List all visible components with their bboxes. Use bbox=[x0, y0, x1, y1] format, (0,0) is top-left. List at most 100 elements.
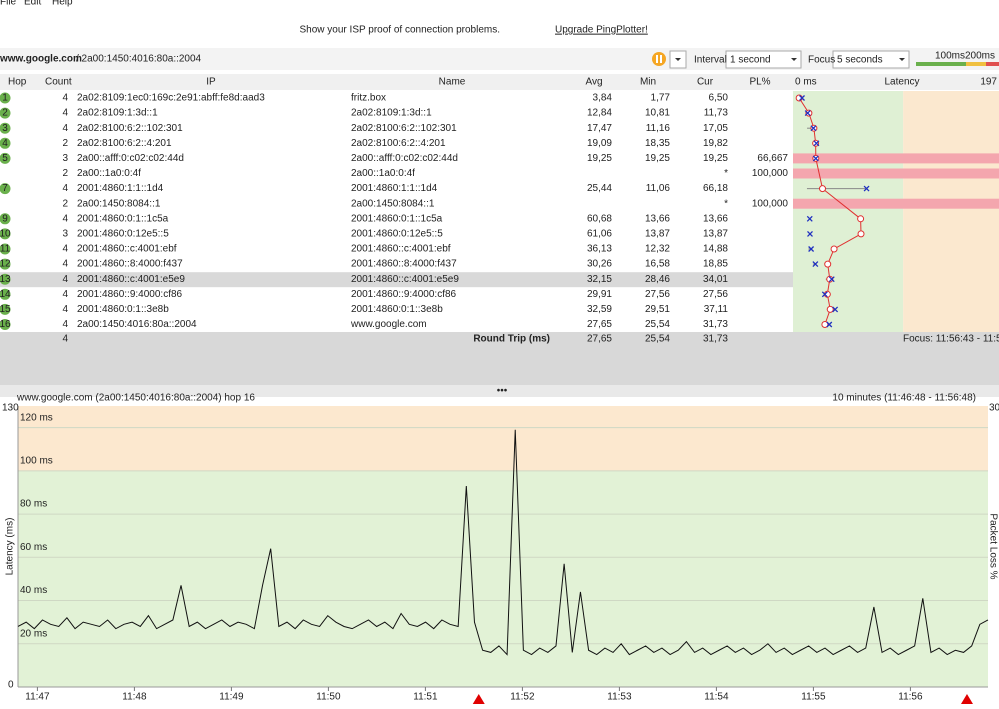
x-tick-label: 11:55 bbox=[801, 692, 826, 703]
hop: 1 bbox=[2, 93, 8, 104]
latency-line bbox=[17, 429, 989, 656]
count: 4 bbox=[62, 304, 68, 315]
hop: 9 bbox=[2, 213, 8, 224]
cur-marker bbox=[863, 185, 870, 192]
cur-marker bbox=[807, 230, 813, 237]
x-tick-label: 11:53 bbox=[607, 692, 632, 703]
count: 4 bbox=[62, 123, 68, 134]
column-header: Name bbox=[439, 77, 466, 88]
ip: 2a00::1a0:0:4f bbox=[77, 168, 141, 179]
cur: 31,73 bbox=[703, 319, 728, 330]
hop: 16 bbox=[0, 319, 11, 330]
column-header: Latency bbox=[884, 77, 919, 88]
hop: 4 bbox=[2, 138, 8, 149]
count: 4 bbox=[62, 289, 68, 300]
column-header: Cur bbox=[697, 77, 714, 88]
graph-title: www.google.com (2a00:1450:4016:80a::2004… bbox=[16, 393, 255, 404]
x-tick-label: 11:47 bbox=[25, 692, 50, 703]
ip: 2a00::afff:0:c02:c02:44d bbox=[77, 153, 184, 164]
avg: 19,25 bbox=[587, 153, 612, 164]
y-tick-label: 60 ms bbox=[20, 542, 47, 553]
good-zone bbox=[18, 470, 988, 687]
min: 29,51 bbox=[645, 304, 670, 315]
cur-marker bbox=[826, 321, 833, 328]
min: 19,25 bbox=[645, 153, 670, 164]
count: 3 bbox=[62, 229, 68, 240]
y-max: 130 bbox=[2, 403, 19, 414]
arrow bbox=[791, 58, 797, 61]
summary-label: Round Trip (ms) bbox=[473, 334, 550, 345]
count: 4 bbox=[62, 108, 68, 119]
pause-button[interactable] bbox=[652, 52, 666, 66]
count: 2 bbox=[62, 138, 68, 149]
x-tick-label: 11:54 bbox=[704, 692, 729, 703]
name: 2001:4860::9:4000:cf86 bbox=[351, 289, 457, 300]
hop-badge bbox=[0, 288, 11, 300]
avg: 61,06 bbox=[587, 229, 612, 240]
avg: 29,91 bbox=[587, 289, 612, 300]
x-tick-label: 11:48 bbox=[122, 692, 147, 703]
name: 2001:4860:0:1::3e8b bbox=[351, 304, 443, 315]
name: 2001:4860::c:4001:ebf bbox=[351, 244, 451, 255]
name: 2001:4860:0:1::1c5a bbox=[351, 213, 443, 224]
cur-marker bbox=[821, 291, 828, 298]
table-header bbox=[0, 74, 999, 90]
y2-max: 30 bbox=[989, 403, 999, 414]
interval-value: 1 second bbox=[730, 55, 771, 66]
splitter-dots[interactable]: ••• bbox=[497, 386, 508, 397]
cur-marker bbox=[828, 276, 835, 283]
cur: 6,50 bbox=[709, 93, 729, 104]
target-ip: / 2a00:1450:4016:80a::2004 bbox=[76, 54, 202, 65]
column-header: Count bbox=[45, 77, 72, 88]
selected-row bbox=[0, 272, 793, 288]
scale-bad bbox=[986, 62, 999, 66]
min: 11,16 bbox=[646, 123, 671, 134]
cur: 14,88 bbox=[703, 244, 728, 255]
name: 2a02:8100:6:2::102:301 bbox=[351, 123, 457, 134]
cur: 19,25 bbox=[703, 153, 728, 164]
count: 4 bbox=[62, 213, 68, 224]
hop: 14 bbox=[0, 289, 11, 300]
ip: 2001:4860:1:1::1d4 bbox=[77, 183, 164, 194]
count: 2 bbox=[62, 198, 68, 209]
arrow bbox=[899, 58, 905, 61]
cur: 34,01 bbox=[703, 274, 728, 285]
cur: 27,56 bbox=[703, 289, 728, 300]
cur-marker bbox=[808, 246, 815, 252]
avg-marker bbox=[824, 260, 832, 268]
x-tick-label: 11:52 bbox=[510, 692, 535, 703]
y-tick-label: 20 ms bbox=[20, 628, 47, 639]
focus-select[interactable] bbox=[832, 50, 910, 69]
name: 2001:4860::c:4001:e5e9 bbox=[351, 274, 459, 285]
hop-badge bbox=[0, 92, 11, 104]
y-tick-label: 120 ms bbox=[20, 412, 53, 423]
hop-badge bbox=[0, 107, 11, 119]
hop: 5 bbox=[2, 153, 8, 164]
packet-loss: 100,000 bbox=[752, 198, 789, 209]
ip: 2001:4860:0:1::3e8b bbox=[77, 304, 169, 315]
warn-zone bbox=[18, 406, 988, 471]
interval-select[interactable] bbox=[725, 50, 802, 69]
ip: 2a00:1450:8084::1 bbox=[77, 198, 161, 209]
cur: * bbox=[724, 168, 728, 179]
hop-badge bbox=[0, 319, 11, 330]
banner-link[interactable]: Upgrade PingPlotter! bbox=[555, 25, 648, 36]
column-header: Min bbox=[640, 77, 656, 88]
avg: 25,44 bbox=[587, 183, 612, 194]
name: fritz.box bbox=[351, 93, 386, 104]
count: 3 bbox=[62, 153, 68, 164]
pause-icon bbox=[656, 55, 658, 63]
x-tick-label: 11:51 bbox=[413, 692, 438, 703]
avg: 32,15 bbox=[587, 274, 612, 285]
packet-loss-bar bbox=[793, 153, 999, 164]
hop: 12 bbox=[0, 259, 11, 270]
x-tick-label: 11:56 bbox=[898, 692, 923, 703]
hop-badge bbox=[0, 303, 11, 315]
packet-loss: 100,000 bbox=[752, 168, 789, 179]
min: 11,06 bbox=[646, 183, 671, 194]
avg: 3,84 bbox=[593, 93, 613, 104]
cur-marker bbox=[832, 306, 839, 313]
avg: 60,68 bbox=[587, 213, 612, 224]
cur: 18,85 bbox=[703, 259, 728, 270]
ip: 2a02:8100:6:2::4:201 bbox=[77, 138, 172, 149]
